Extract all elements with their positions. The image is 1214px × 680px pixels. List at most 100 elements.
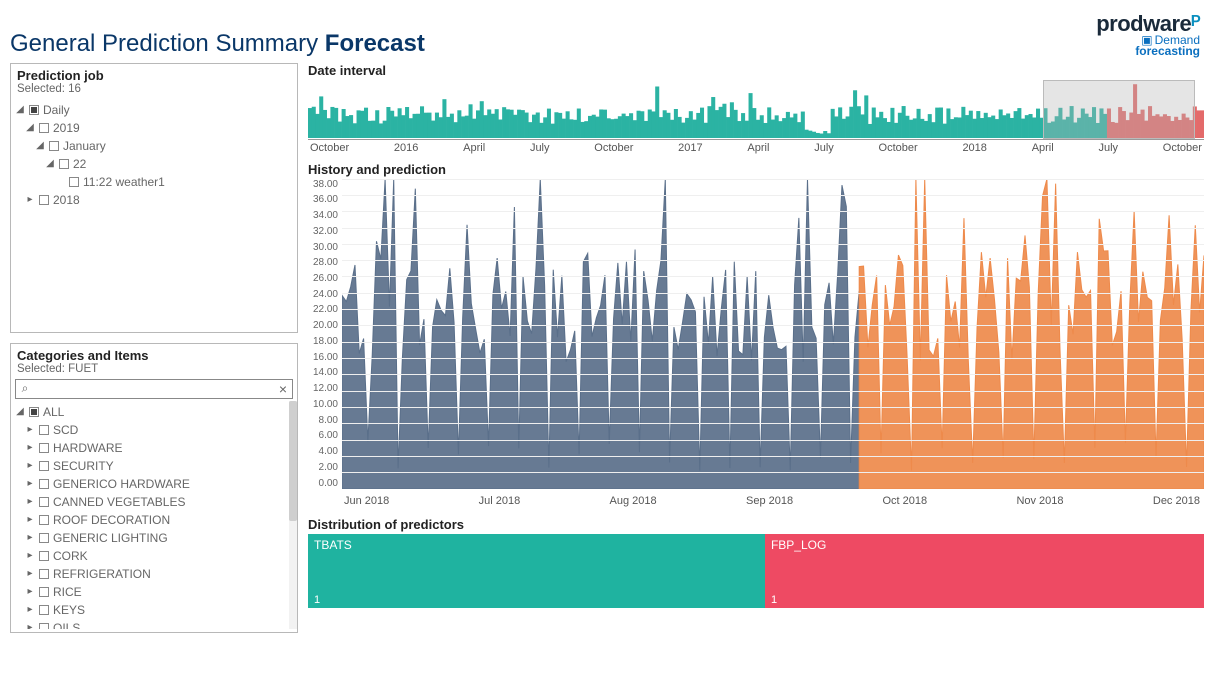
page-title: General Prediction Summary Forecast [10, 8, 425, 58]
tree-item[interactable]: ▸GENERICO HARDWARE [15, 475, 293, 493]
caret-right-icon[interactable]: ▸ [25, 442, 35, 453]
checkbox[interactable] [39, 605, 49, 615]
checkbox[interactable] [39, 443, 49, 453]
tree-item-label: CORK [53, 549, 88, 563]
distribution-segment[interactable]: FBP_LOG1 [765, 534, 1204, 608]
checkbox[interactable] [69, 177, 79, 187]
checkbox[interactable] [39, 569, 49, 579]
tree-item[interactable]: 11:22 weather1 [15, 173, 293, 191]
caret-right-icon[interactable]: ▸ [25, 478, 35, 489]
tree-item[interactable]: ◢22 [15, 155, 293, 173]
distribution-bar[interactable]: TBATS1FBP_LOG1 [308, 534, 1204, 608]
axis-label: 2.00 [308, 462, 338, 473]
checkbox[interactable] [39, 195, 49, 205]
axis-label: July [814, 142, 834, 154]
checkbox[interactable] [39, 497, 49, 507]
caret-right-icon[interactable]: ▸ [25, 514, 35, 525]
tree-item-label: REFRIGERATION [53, 567, 151, 581]
caret-down-icon[interactable]: ◢ [15, 104, 25, 115]
checkbox[interactable] [39, 551, 49, 561]
caret-right-icon[interactable]: ▸ [25, 496, 35, 507]
search-icon: ⌕ [16, 381, 34, 396]
axis-label: October [879, 142, 918, 154]
axis-label: April [747, 142, 769, 154]
caret-right-icon[interactable]: ▸ [25, 460, 35, 471]
axis-label: July [1098, 142, 1118, 154]
checkbox[interactable] [29, 105, 39, 115]
axis-label: 4.00 [308, 446, 338, 457]
tree-item[interactable]: ◢ January [15, 137, 293, 155]
tree-item[interactable]: ▸2018 [15, 191, 293, 209]
axis-label: Sep 2018 [746, 495, 793, 507]
history-y-axis: 38.0036.0034.0032.0030.0028.0026.0024.00… [308, 179, 342, 489]
tree-item[interactable]: ▸CANNED VEGETABLES [15, 493, 293, 511]
tree-item[interactable]: ▸HARDWARE [15, 439, 293, 457]
caret-right-icon[interactable]: ▸ [25, 550, 35, 561]
caret-down-icon[interactable]: ◢ [45, 158, 55, 169]
caret-right-icon[interactable]: ▸ [25, 622, 35, 629]
history-title: History and prediction [308, 162, 1204, 177]
tree-item[interactable]: ◢2019 [15, 119, 293, 137]
categories-panel: Categories and Items Selected: FUET ⌕ × … [10, 343, 298, 633]
axis-label: October [594, 142, 633, 154]
caret-right-icon[interactable]: ▸ [25, 424, 35, 435]
categories-search[interactable]: ⌕ × [15, 379, 293, 399]
caret-down-icon[interactable]: ◢ [35, 140, 45, 151]
checkbox[interactable] [49, 141, 59, 151]
tree-item[interactable]: ▸ CORK [15, 547, 293, 565]
tree-item[interactable]: ▸ RICE [15, 583, 293, 601]
tree-item[interactable]: ▸SCD [15, 421, 293, 439]
caret-right-icon[interactable]: ▸ [25, 604, 35, 615]
axis-label: Oct 2018 [882, 495, 927, 507]
caret-down-icon[interactable]: ◢ [15, 406, 25, 417]
date-interval-selection[interactable] [1043, 80, 1195, 139]
checkbox[interactable] [39, 587, 49, 597]
prediction-job-tree[interactable]: ◢Daily◢2019◢January◢2211:22 weather1▸201… [11, 99, 297, 215]
scrollbar[interactable] [289, 401, 297, 629]
axis-label: 38.00 [308, 179, 338, 190]
tree-item[interactable]: ▸ REFRIGERATION [15, 565, 293, 583]
checkbox[interactable] [39, 425, 49, 435]
history-chart[interactable] [342, 179, 1204, 489]
tree-item-label: 11:22 weather1 [83, 175, 165, 189]
caret-right-icon[interactable]: ▸ [25, 568, 35, 579]
axis-label: October [310, 142, 349, 154]
checkbox[interactable] [39, 461, 49, 471]
caret-right-icon[interactable]: ▸ [25, 194, 35, 205]
search-input[interactable] [34, 380, 274, 398]
tree-item-label: SECURITY [53, 459, 114, 473]
checkbox[interactable] [29, 407, 39, 417]
checkbox[interactable] [39, 479, 49, 489]
categories-list[interactable]: ◢ALL▸SCD▸HARDWARE▸SECURITY▸GENERICO HARD… [11, 401, 297, 629]
tree-item[interactable]: ▸KEYS [15, 601, 293, 619]
checkbox[interactable] [39, 515, 49, 525]
tree-item[interactable]: ▸ROOF DECORATION [15, 511, 293, 529]
caret-right-icon[interactable]: ▸ [25, 586, 35, 597]
tree-item[interactable]: ◢ALL [15, 403, 293, 421]
distribution-segment-label: TBATS [314, 538, 759, 552]
date-interval-axis: October2016AprilJulyOctober2017AprilJuly… [308, 142, 1204, 154]
tree-item[interactable]: ▸ GENERIC LIGHTING [15, 529, 293, 547]
checkbox[interactable] [39, 623, 49, 629]
checkbox[interactable] [39, 123, 49, 133]
axis-label: 22.00 [308, 304, 338, 315]
tree-item-label: RICE [53, 585, 82, 599]
date-interval-chart[interactable] [308, 80, 1204, 140]
axis-label: 16.00 [308, 352, 338, 363]
axis-label: October [1163, 142, 1202, 154]
checkbox[interactable] [39, 533, 49, 543]
tree-item[interactable]: ▸OILS [15, 619, 293, 629]
date-interval-title: Date interval [308, 63, 1204, 78]
tree-item-label: January [63, 139, 106, 153]
tree-item[interactable]: ◢Daily [15, 101, 293, 119]
checkbox[interactable] [59, 159, 69, 169]
caret-right-icon[interactable]: ▸ [25, 532, 35, 543]
caret-down-icon[interactable]: ◢ [25, 122, 35, 133]
distribution-segment-count: 1 [771, 594, 777, 606]
clear-icon[interactable]: × [274, 381, 292, 397]
scrollbar-thumb[interactable] [289, 401, 297, 521]
distribution-segment[interactable]: TBATS1 [308, 534, 765, 608]
prediction-job-selected: Selected: 16 [11, 83, 297, 99]
tree-item[interactable]: ▸ SECURITY [15, 457, 293, 475]
tree-item-label: GENERIC LIGHTING [53, 531, 168, 545]
